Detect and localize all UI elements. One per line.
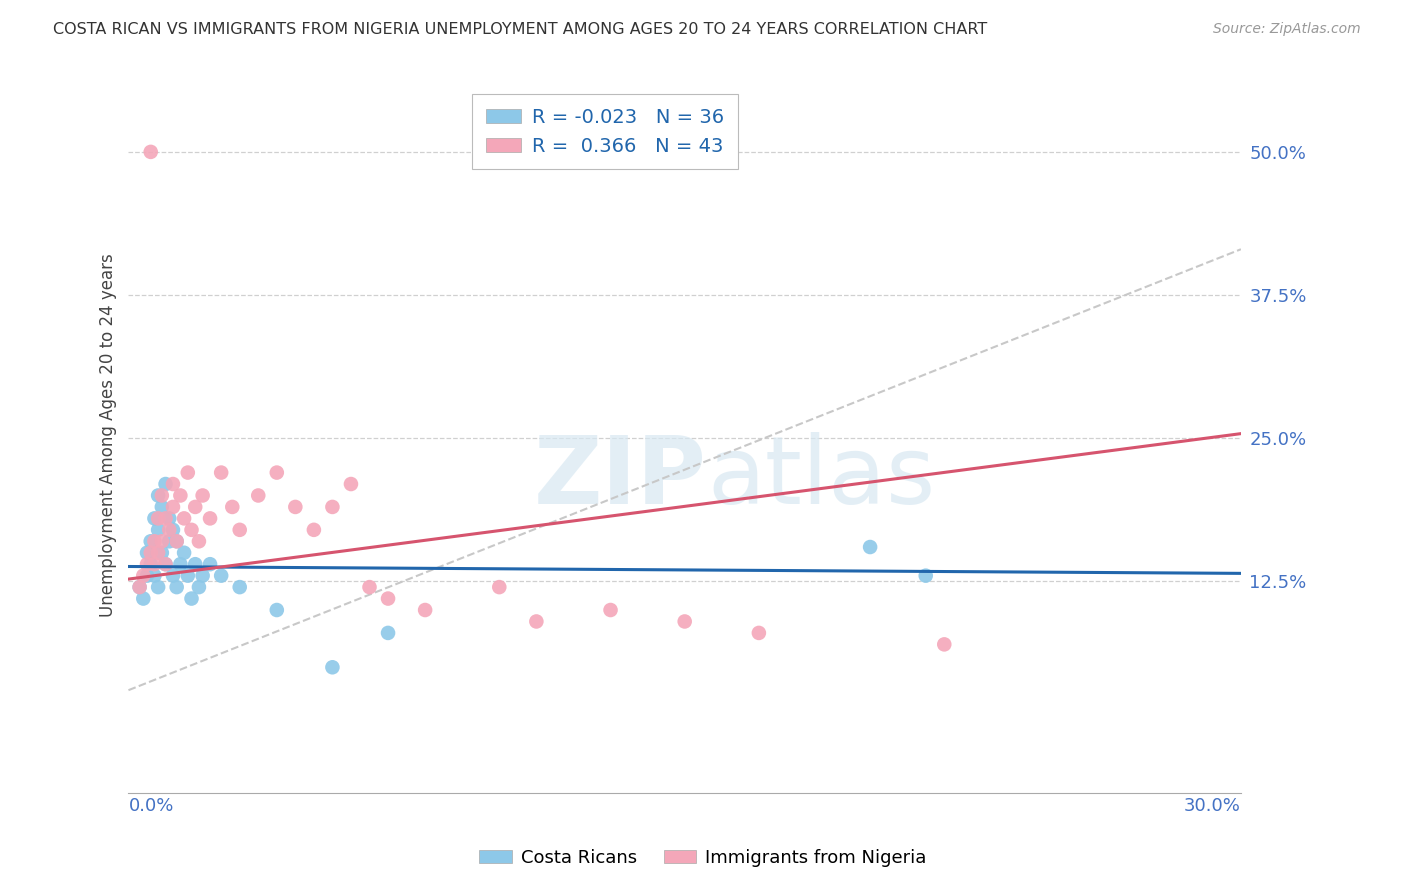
Point: [155, 558, 177, 572]
Legend: R = -0.023   N = 36, R =  0.366   N = 43: R = -0.023 N = 36, R = 0.366 N = 43: [472, 95, 738, 169]
Point: [155, 558, 177, 572]
Point: [128, 580, 150, 594]
Point: [934, 637, 956, 651]
Point: [132, 568, 155, 582]
Point: [266, 603, 288, 617]
Point: [157, 534, 180, 549]
Point: [143, 534, 166, 549]
Point: [321, 660, 343, 674]
Point: [488, 580, 510, 594]
Point: [136, 568, 159, 582]
Point: [228, 580, 250, 594]
Text: ZIP: ZIP: [534, 433, 707, 524]
Point: [221, 500, 243, 514]
Point: [180, 591, 202, 606]
Point: [748, 626, 770, 640]
Point: [157, 511, 180, 525]
Point: [150, 500, 173, 514]
Point: [673, 615, 696, 629]
Point: [209, 568, 232, 582]
Point: [162, 477, 184, 491]
Point: [146, 546, 169, 560]
Point: [155, 511, 177, 525]
Point: [413, 603, 436, 617]
Point: [302, 523, 325, 537]
Point: [139, 534, 162, 549]
Point: [157, 523, 180, 537]
Point: [359, 580, 381, 594]
Point: [166, 580, 188, 594]
Point: [155, 477, 177, 491]
Point: [198, 511, 221, 525]
Point: [177, 568, 200, 582]
Point: [136, 558, 159, 572]
Point: [146, 511, 169, 525]
Y-axis label: Unemployment Among Ages 20 to 24 years: Unemployment Among Ages 20 to 24 years: [100, 253, 117, 617]
Text: COSTA RICAN VS IMMIGRANTS FROM NIGERIA UNEMPLOYMENT AMONG AGES 20 TO 24 YEARS CO: COSTA RICAN VS IMMIGRANTS FROM NIGERIA U…: [53, 22, 987, 37]
Point: [198, 558, 221, 572]
Point: [173, 546, 195, 560]
Point: [180, 523, 202, 537]
Point: [340, 477, 363, 491]
Point: [166, 534, 188, 549]
Point: [191, 568, 214, 582]
Point: [143, 511, 166, 525]
Point: [377, 626, 399, 640]
Point: [132, 591, 155, 606]
Point: [139, 546, 162, 560]
Point: [139, 558, 162, 572]
Text: Source: ZipAtlas.com: Source: ZipAtlas.com: [1213, 22, 1361, 37]
Point: [321, 500, 343, 514]
Text: atlas: atlas: [707, 433, 935, 524]
Legend: Costa Ricans, Immigrants from Nigeria: Costa Ricans, Immigrants from Nigeria: [472, 842, 934, 874]
Point: [914, 568, 936, 582]
Point: [169, 558, 191, 572]
Point: [228, 523, 250, 537]
Point: [187, 534, 209, 549]
Point: [247, 488, 270, 502]
Point: [524, 615, 547, 629]
Point: [859, 540, 882, 554]
Point: [184, 500, 207, 514]
Point: [184, 558, 207, 572]
Point: [150, 534, 173, 549]
Point: [162, 568, 184, 582]
Text: 30.0%: 30.0%: [1184, 797, 1241, 814]
Point: [209, 466, 232, 480]
Point: [177, 466, 200, 480]
Point: [191, 488, 214, 502]
Point: [146, 488, 169, 502]
Point: [599, 603, 621, 617]
Text: 0.0%: 0.0%: [128, 797, 174, 814]
Point: [136, 546, 159, 560]
Point: [166, 534, 188, 549]
Point: [150, 488, 173, 502]
Point: [377, 591, 399, 606]
Point: [162, 523, 184, 537]
Point: [173, 511, 195, 525]
Point: [146, 523, 169, 537]
Point: [150, 546, 173, 560]
Point: [284, 500, 307, 514]
Point: [169, 488, 191, 502]
Point: [146, 580, 169, 594]
Point: [143, 558, 166, 572]
Point: [187, 580, 209, 594]
Point: [162, 500, 184, 514]
Point: [143, 568, 166, 582]
Point: [266, 466, 288, 480]
Point: [139, 145, 162, 159]
Point: [128, 580, 150, 594]
